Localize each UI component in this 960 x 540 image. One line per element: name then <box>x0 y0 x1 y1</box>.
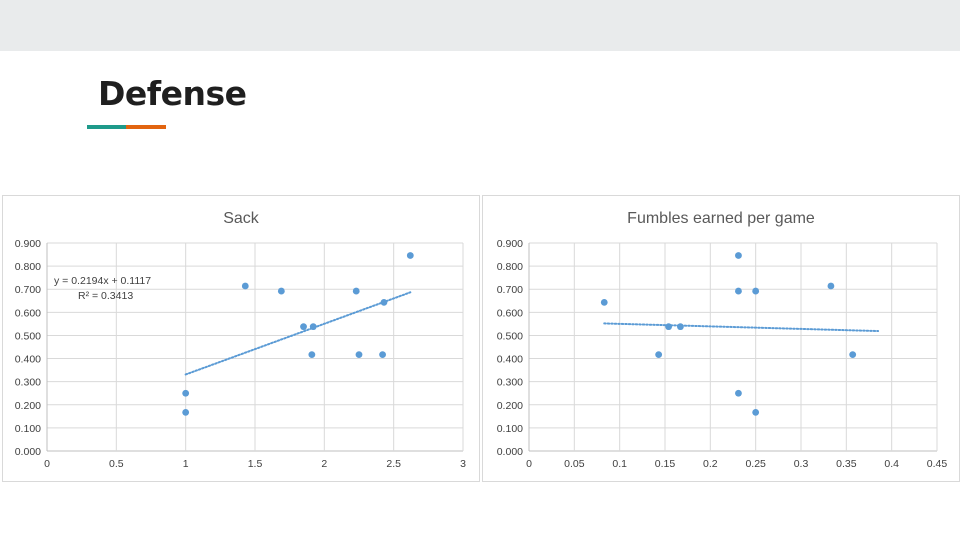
x-tick-label: 0.1 <box>612 458 627 470</box>
y-tick-label: 0.000 <box>15 446 41 458</box>
x-tick-label: 3 <box>460 458 466 470</box>
y-tick-label: 0.100 <box>15 423 41 435</box>
x-tick-label: 1.5 <box>248 458 263 470</box>
title-underline-teal <box>87 125 126 129</box>
data-point <box>380 298 388 306</box>
trendline <box>603 322 880 333</box>
data-point <box>735 287 742 295</box>
y-tick-label: 0.800 <box>15 261 41 273</box>
y-tick-label: 0.400 <box>497 354 523 366</box>
data-point <box>735 389 742 397</box>
x-tick-label: 0.05 <box>564 458 585 470</box>
y-tick-label: 0.800 <box>497 261 523 273</box>
data-point <box>182 389 190 397</box>
data-point <box>406 252 414 259</box>
data-point <box>352 287 360 295</box>
title-underline-orange <box>126 125 166 129</box>
data-point <box>241 282 249 290</box>
y-tick-label: 0.300 <box>15 377 41 389</box>
data-point <box>752 409 760 416</box>
x-tick-label: 0.4 <box>884 458 899 470</box>
data-point <box>600 298 608 306</box>
x-tick-label: 0 <box>44 458 50 470</box>
x-tick-label: 0.35 <box>836 458 857 470</box>
data-point <box>735 252 742 259</box>
y-tick-label: 0.700 <box>497 284 523 296</box>
data-point <box>379 351 386 359</box>
data-point <box>308 351 316 359</box>
data-point <box>277 287 285 295</box>
data-point <box>182 409 190 416</box>
data-point <box>665 323 673 331</box>
header-band <box>0 0 960 51</box>
y-tick-label: 0.700 <box>15 284 41 296</box>
sack-chart: 0.000 0.100 0.200 0.300 0.400 0.500 0.600 0.700… <box>2 195 480 482</box>
slide-title: Defense <box>98 74 247 113</box>
x-tick-label: 0.15 <box>655 458 676 470</box>
chart-title: Fumbles earned per game <box>627 210 815 227</box>
data-point <box>827 282 835 290</box>
y-tick-label: 0.000 <box>497 446 523 458</box>
y-tick-label: 0.900 <box>497 238 523 250</box>
y-tick-label: 0.200 <box>497 400 523 412</box>
data-point <box>849 351 857 359</box>
x-tick-label: 2 <box>321 458 327 470</box>
x-tick-label: 1 <box>183 458 189 470</box>
y-tick-label: 0.600 <box>497 307 523 319</box>
x-tick-label: 0.45 <box>927 458 948 470</box>
x-tick-label: 0.3 <box>794 458 809 470</box>
y-tick-label: 0.100 <box>497 423 523 435</box>
data-point <box>309 323 317 331</box>
chart-title: Sack <box>223 210 260 227</box>
data-point <box>655 351 663 359</box>
y-tick-label: 0.500 <box>15 330 41 342</box>
y-tick-label: 0.400 <box>15 354 41 366</box>
x-tick-label: 0.5 <box>109 458 124 470</box>
x-tick-label: 0.25 <box>745 458 766 470</box>
y-tick-label: 0.300 <box>497 377 523 389</box>
data-point <box>677 323 684 331</box>
fumbles-chart-plot: 0.000 0.100 0.200 0.300 0.400 0.500 0.600 0.700… <box>497 210 948 470</box>
y-tick-label: 0.600 <box>15 307 41 319</box>
data-point <box>300 323 307 331</box>
y-tick-label: 0.200 <box>15 400 41 412</box>
trendline-r-squared: R² = 0.3413 <box>78 290 133 302</box>
trendline-equation: y = 0.2194x + 0.1117 <box>54 275 151 287</box>
sack-chart-plot: 0.000 0.100 0.200 0.300 0.400 0.500 0.600 0.700… <box>15 210 466 470</box>
trendline <box>184 291 412 376</box>
y-tick-label: 0.900 <box>15 238 41 250</box>
x-tick-label: 0 <box>526 458 532 470</box>
data-point <box>752 287 760 295</box>
x-tick-label: 0.2 <box>703 458 718 470</box>
x-tick-label: 2.5 <box>386 458 401 470</box>
y-tick-label: 0.500 <box>497 330 523 342</box>
fumbles-chart: 0.000 0.100 0.200 0.300 0.400 0.500 0.600 0.700… <box>482 195 960 482</box>
data-point <box>355 351 363 359</box>
